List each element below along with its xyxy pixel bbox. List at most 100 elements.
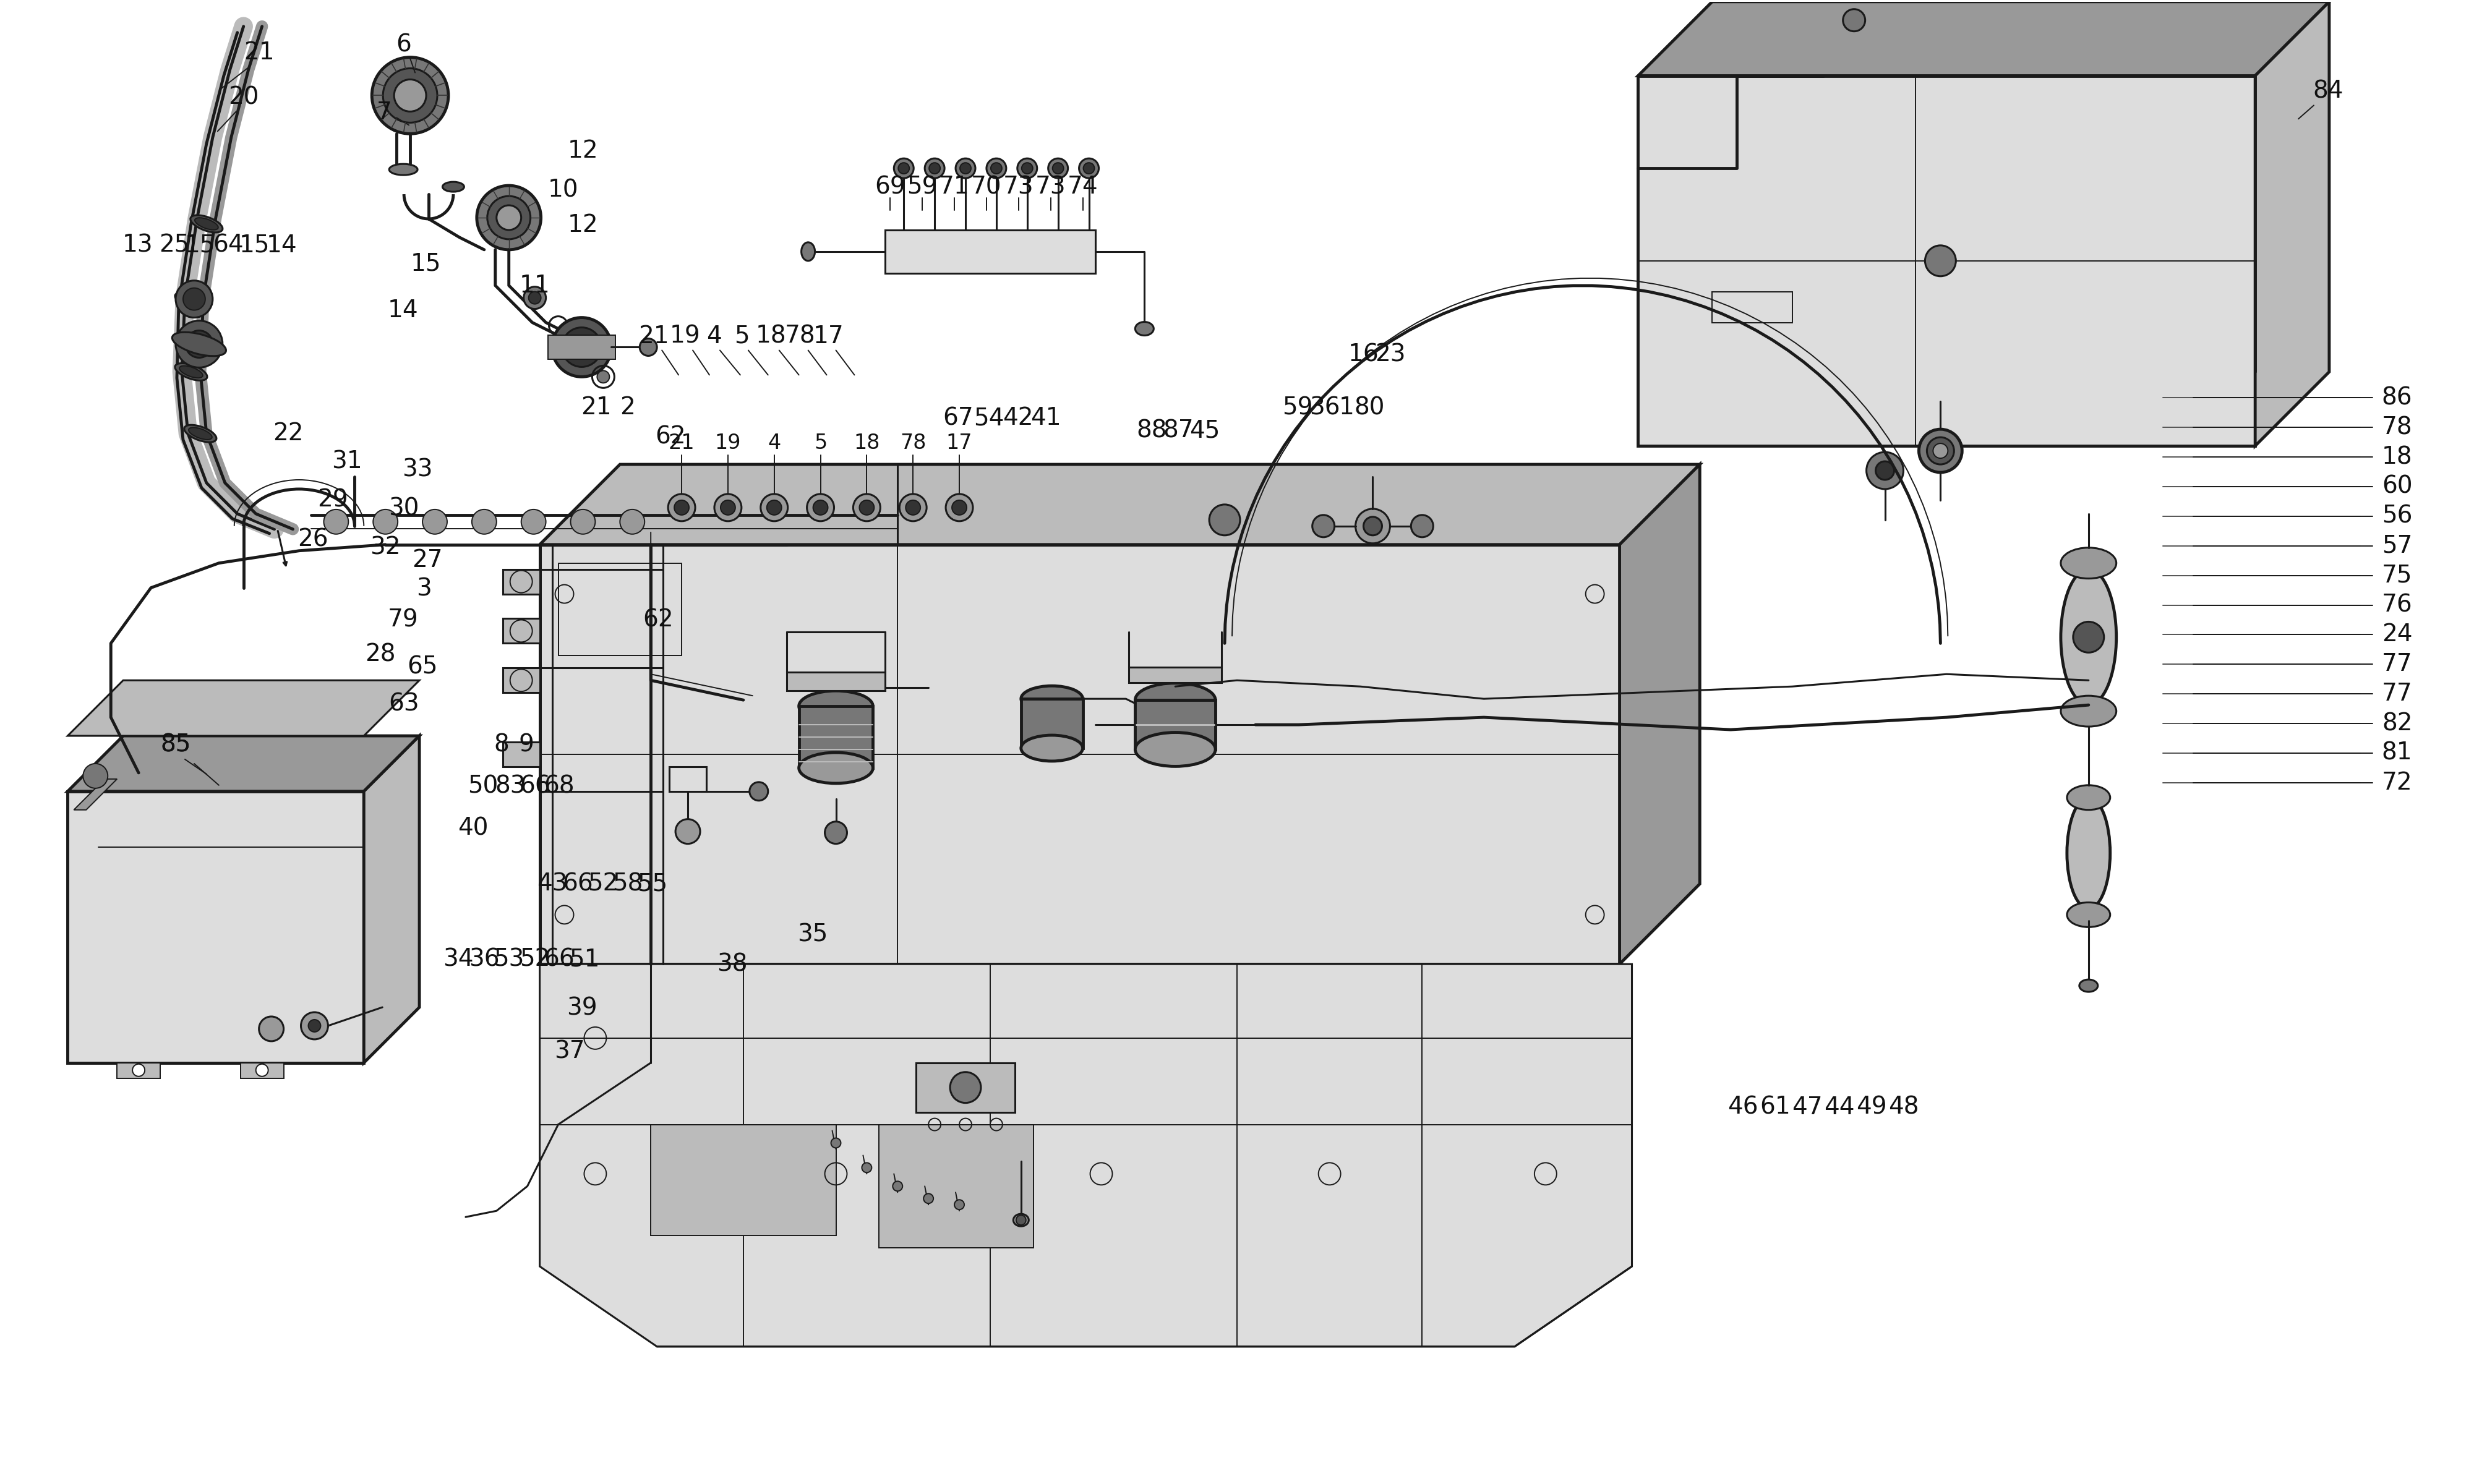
Circle shape — [1311, 515, 1333, 537]
Text: 54: 54 — [975, 407, 1004, 430]
Text: 65: 65 — [408, 654, 438, 678]
Text: 78: 78 — [784, 325, 816, 347]
Circle shape — [898, 163, 910, 174]
Circle shape — [987, 159, 1007, 178]
Circle shape — [1363, 516, 1383, 536]
Circle shape — [176, 280, 213, 318]
Polygon shape — [539, 464, 1700, 545]
Ellipse shape — [195, 218, 218, 230]
Text: 16: 16 — [1348, 343, 1378, 367]
Ellipse shape — [173, 332, 225, 356]
Circle shape — [807, 494, 834, 521]
Text: 26: 26 — [297, 528, 329, 552]
Text: 12: 12 — [567, 139, 599, 163]
Circle shape — [529, 292, 542, 304]
Circle shape — [1843, 9, 1865, 31]
Text: 70: 70 — [972, 175, 1002, 199]
Ellipse shape — [178, 365, 203, 378]
Circle shape — [497, 205, 522, 230]
Text: 17: 17 — [814, 325, 844, 347]
Bar — [1128, 668, 1222, 683]
Text: 27: 27 — [413, 548, 443, 571]
Polygon shape — [1712, 292, 1791, 322]
Text: 42: 42 — [1002, 407, 1034, 430]
Text: 41: 41 — [1029, 407, 1061, 430]
Circle shape — [423, 509, 448, 534]
Text: 52: 52 — [520, 947, 549, 971]
Bar — [1136, 700, 1215, 749]
Circle shape — [260, 1017, 285, 1042]
Text: 50: 50 — [468, 775, 497, 798]
Circle shape — [858, 500, 873, 515]
Polygon shape — [364, 736, 421, 1063]
Text: 24: 24 — [2382, 623, 2412, 647]
Circle shape — [923, 1193, 933, 1204]
Polygon shape — [2256, 1, 2328, 445]
Circle shape — [901, 494, 928, 521]
Circle shape — [715, 494, 742, 521]
Text: 68: 68 — [544, 775, 574, 798]
Text: 85: 85 — [161, 733, 190, 757]
Text: 4: 4 — [767, 433, 782, 453]
Polygon shape — [502, 570, 539, 594]
Text: 21: 21 — [638, 325, 668, 347]
Bar — [878, 1125, 1034, 1248]
Circle shape — [383, 68, 438, 123]
Text: 36: 36 — [1309, 396, 1341, 420]
Circle shape — [524, 286, 547, 309]
Circle shape — [960, 163, 970, 174]
Circle shape — [255, 1064, 267, 1076]
Polygon shape — [539, 965, 1633, 1346]
Text: 73: 73 — [1034, 175, 1066, 199]
Circle shape — [945, 494, 972, 521]
Text: 36: 36 — [470, 947, 500, 971]
Text: 77: 77 — [2382, 653, 2412, 677]
Polygon shape — [547, 335, 616, 359]
Text: 67: 67 — [943, 407, 972, 430]
Circle shape — [552, 318, 611, 377]
Circle shape — [1927, 438, 1954, 464]
Ellipse shape — [1022, 686, 1084, 712]
Text: 79: 79 — [388, 608, 418, 632]
Text: 66: 66 — [520, 775, 549, 798]
Circle shape — [767, 500, 782, 515]
Text: 1: 1 — [1338, 396, 1356, 420]
Text: 44: 44 — [1823, 1095, 1856, 1119]
Polygon shape — [74, 779, 116, 810]
Text: 72: 72 — [2382, 772, 2412, 794]
Circle shape — [1920, 429, 1962, 472]
Text: 45: 45 — [1190, 418, 1220, 442]
Circle shape — [1932, 444, 1947, 459]
Circle shape — [176, 321, 223, 368]
Circle shape — [562, 328, 601, 367]
Text: 29: 29 — [317, 488, 349, 512]
Ellipse shape — [2078, 979, 2098, 991]
Circle shape — [1051, 163, 1064, 174]
Text: 30: 30 — [388, 497, 418, 521]
Text: 15: 15 — [411, 252, 440, 276]
Bar — [1022, 699, 1084, 748]
Text: 40: 40 — [458, 816, 487, 840]
Circle shape — [955, 1199, 965, 1209]
Circle shape — [824, 822, 846, 844]
Text: 69: 69 — [876, 175, 905, 199]
Text: 5: 5 — [814, 433, 826, 453]
Text: 13: 13 — [121, 233, 153, 257]
Text: 6: 6 — [396, 33, 411, 56]
Text: 11: 11 — [520, 273, 549, 297]
Text: 74: 74 — [1066, 175, 1098, 199]
Polygon shape — [502, 619, 539, 643]
Text: 10: 10 — [547, 178, 579, 202]
Ellipse shape — [2066, 785, 2110, 810]
Ellipse shape — [176, 292, 208, 310]
Ellipse shape — [802, 242, 814, 261]
Text: 21: 21 — [581, 396, 611, 420]
Text: 76: 76 — [2382, 594, 2412, 617]
Text: 15: 15 — [186, 233, 215, 257]
Text: 4: 4 — [705, 325, 722, 347]
Polygon shape — [67, 680, 421, 736]
Text: 8: 8 — [495, 733, 510, 757]
Text: 85: 85 — [161, 733, 190, 757]
Text: 34: 34 — [443, 947, 473, 971]
Text: 84: 84 — [2313, 80, 2343, 102]
